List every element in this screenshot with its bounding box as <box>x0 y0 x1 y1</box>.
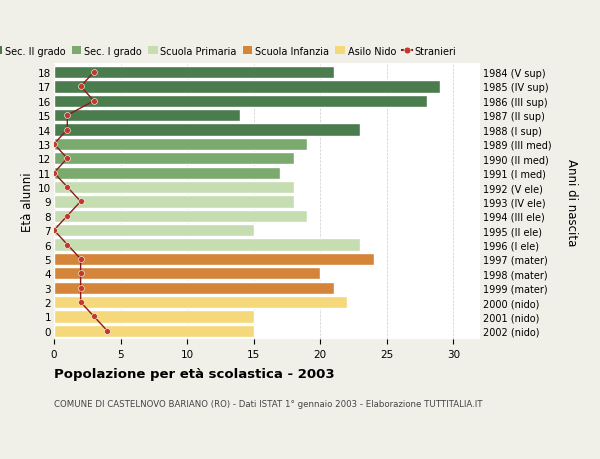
Bar <box>54 325 254 337</box>
Point <box>62 213 72 220</box>
Point <box>89 98 99 105</box>
Bar <box>54 81 440 93</box>
Bar <box>54 253 373 265</box>
Bar <box>54 210 307 223</box>
Bar <box>54 67 334 79</box>
Point <box>49 227 59 234</box>
Y-axis label: Anni di nascita: Anni di nascita <box>565 158 578 246</box>
Bar <box>54 224 254 237</box>
Bar <box>54 139 307 151</box>
Point <box>76 198 85 206</box>
Bar <box>54 268 320 280</box>
Bar <box>54 239 360 251</box>
Point <box>89 313 99 320</box>
Point <box>49 169 59 177</box>
Point <box>76 270 85 277</box>
Bar <box>54 110 241 122</box>
Point <box>62 241 72 249</box>
Bar <box>54 311 254 323</box>
Bar <box>54 296 347 308</box>
Bar <box>54 167 280 179</box>
Point <box>76 284 85 292</box>
Point <box>62 184 72 191</box>
Legend: Sec. II grado, Sec. I grado, Scuola Primaria, Scuola Infanzia, Asilo Nido, Stran: Sec. II grado, Sec. I grado, Scuola Prim… <box>0 47 457 56</box>
Point <box>62 155 72 162</box>
Point <box>62 112 72 119</box>
Point <box>62 127 72 134</box>
Point <box>49 141 59 148</box>
Y-axis label: Età alunni: Età alunni <box>21 172 34 232</box>
Bar <box>54 124 360 136</box>
Text: Popolazione per età scolastica - 2003: Popolazione per età scolastica - 2003 <box>54 367 335 380</box>
Bar <box>54 196 293 208</box>
Bar <box>54 153 293 165</box>
Point <box>89 69 99 77</box>
Point <box>76 256 85 263</box>
Point <box>103 327 112 335</box>
Point <box>76 84 85 91</box>
Bar <box>54 95 427 108</box>
Bar <box>54 282 334 294</box>
Text: COMUNE DI CASTELNOVO BARIANO (RO) - Dati ISTAT 1° gennaio 2003 - Elaborazione TU: COMUNE DI CASTELNOVO BARIANO (RO) - Dati… <box>54 399 482 409</box>
Bar <box>54 181 293 194</box>
Point <box>76 299 85 306</box>
